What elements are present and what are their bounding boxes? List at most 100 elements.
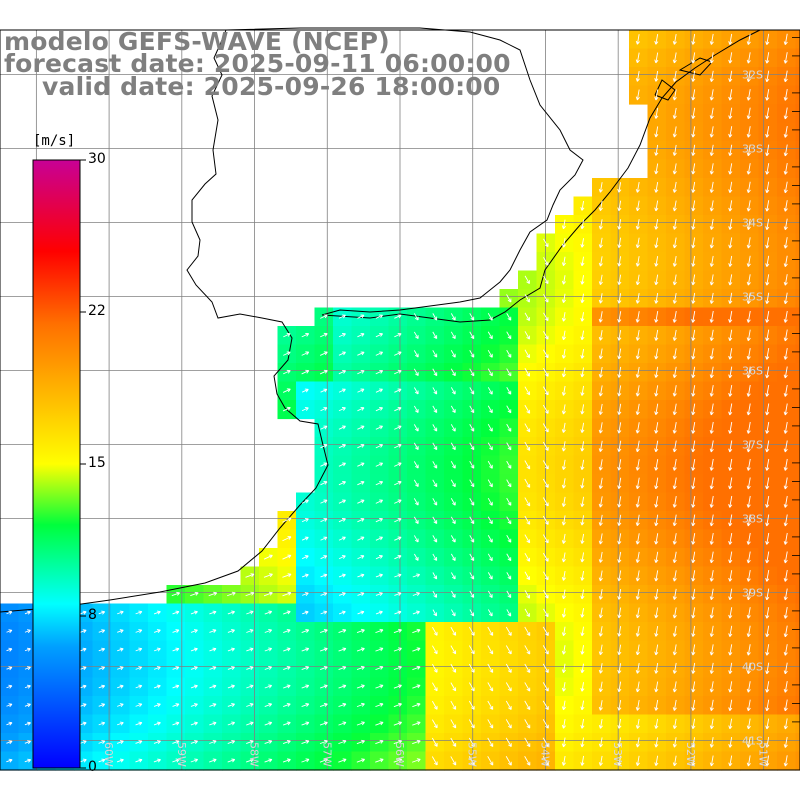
wind-arrow (746, 755, 751, 767)
wind-arrow (617, 459, 622, 471)
wind-arrow (338, 536, 346, 541)
wind-arrow (783, 755, 788, 767)
wind-arrow (432, 368, 438, 377)
wind-cell (795, 511, 800, 531)
wind-arrow (617, 551, 622, 563)
wind-arrow (524, 682, 531, 692)
wind-arrow (227, 647, 235, 652)
wind-arrow (393, 684, 402, 689)
wind-arrow (394, 517, 402, 523)
wind-arrow (543, 349, 549, 359)
wind-arrow (375, 555, 383, 560)
wind-arrow (635, 348, 640, 360)
wind-arrow (153, 758, 161, 763)
wind-arrow (765, 33, 770, 45)
wind-arrow (765, 588, 770, 601)
wind-arrow (356, 628, 365, 634)
wind-arrow (635, 718, 640, 729)
wind-arrow (728, 200, 733, 212)
wind-arrow (598, 477, 603, 489)
wind-arrow (356, 721, 365, 726)
wind-arrow (728, 607, 733, 619)
wind-arrow (709, 107, 714, 119)
wind-arrow (524, 552, 531, 562)
wind-arrow (617, 570, 622, 582)
wind-arrow (580, 755, 585, 766)
wind-arrow (709, 348, 714, 360)
colorbar-ticks (80, 159, 86, 769)
wind-arrow (412, 573, 421, 578)
wind-arrow (338, 647, 347, 652)
wind-arrow (746, 699, 751, 712)
wind-arrow (98, 629, 106, 634)
wind-arrow (432, 442, 438, 451)
wind-arrow (506, 405, 512, 414)
wind-arrow (691, 33, 696, 45)
wind-arrow (320, 499, 328, 504)
wind-arrow (227, 684, 235, 689)
wind-arrow (765, 366, 770, 379)
wind-cell (795, 48, 800, 68)
wind-arrow (432, 516, 438, 525)
wind-arrow (357, 592, 365, 596)
wind-arrow (468, 645, 475, 655)
wind-arrow (394, 610, 402, 615)
wind-arrow (561, 275, 566, 285)
wind-arrow (709, 200, 714, 212)
latitude-label: 38S (742, 512, 763, 525)
wind-arrow (783, 588, 788, 601)
wind-arrow (691, 607, 696, 619)
wind-arrow (709, 33, 714, 45)
wind-arrow (746, 625, 751, 638)
wind-arrow (542, 441, 549, 451)
wind-arrow (469, 516, 475, 525)
wind-arrow (709, 52, 714, 64)
wind-arrow (338, 610, 346, 615)
wind-arrow (469, 590, 475, 598)
wind-arrow (432, 424, 438, 432)
wind-arrow (728, 551, 733, 564)
wind-arrow (635, 533, 640, 545)
wind-arrow (728, 384, 733, 397)
wind-arrow (338, 314, 346, 319)
wind-arrow (542, 645, 549, 655)
wind-arrow (709, 662, 714, 674)
wind-cell (795, 122, 800, 142)
wind-arrow (783, 107, 788, 120)
wind-arrow (691, 458, 696, 471)
wind-arrow (672, 644, 677, 656)
wind-arrow (375, 407, 383, 412)
wind-arrow (635, 663, 640, 674)
wind-arrow (412, 592, 420, 596)
wind-arrow (783, 200, 788, 212)
wind-arrow (319, 628, 328, 633)
wind-arrow (393, 665, 402, 671)
wind-arrow (338, 555, 346, 560)
wind-arrow (654, 681, 659, 693)
wind-arrow (709, 366, 714, 379)
wind-arrow (672, 607, 677, 619)
wind-arrow (561, 349, 566, 359)
wind-arrow (598, 607, 603, 619)
wind-arrow (487, 553, 493, 562)
wind-arrow (654, 348, 659, 360)
wind-arrow (746, 440, 751, 453)
wind-arrow (524, 331, 530, 340)
wind-arrow (728, 329, 733, 342)
wind-arrow (135, 610, 143, 615)
wind-arrow (375, 425, 384, 430)
wind-arrow (393, 758, 403, 763)
wind-arrow (691, 366, 696, 379)
wind-arrow (469, 313, 475, 321)
wind-cell (795, 529, 800, 549)
wind-arrow (783, 181, 788, 194)
wind-arrow (302, 610, 309, 615)
wind-arrow (728, 699, 733, 712)
wind-arrow (598, 311, 603, 323)
wind-cell (795, 714, 800, 734)
wind-arrow (783, 403, 788, 416)
wind-arrow (319, 702, 328, 708)
wind-arrow (450, 387, 456, 395)
wind-arrow (654, 551, 659, 563)
